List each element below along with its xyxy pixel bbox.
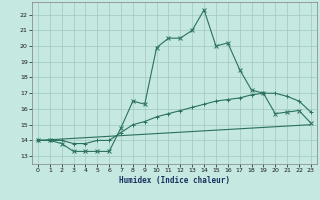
X-axis label: Humidex (Indice chaleur): Humidex (Indice chaleur) (119, 176, 230, 185)
